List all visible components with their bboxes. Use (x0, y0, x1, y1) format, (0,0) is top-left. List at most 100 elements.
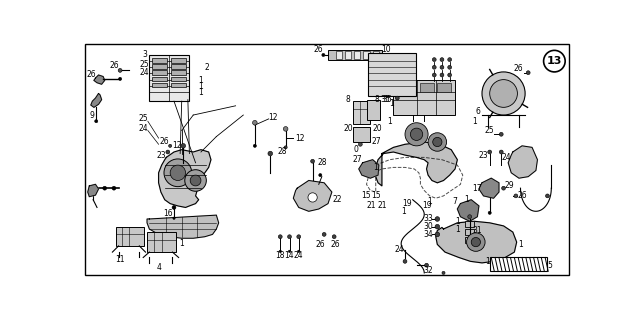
Circle shape (433, 73, 436, 77)
Bar (490, 257, 547, 271)
Circle shape (502, 186, 506, 190)
Text: 26: 26 (313, 45, 323, 54)
Text: 21: 21 (366, 201, 376, 210)
Text: 25: 25 (485, 126, 495, 135)
Text: 3: 3 (142, 50, 147, 60)
Text: 12: 12 (268, 113, 277, 122)
Bar (368, 54, 416, 96)
Polygon shape (479, 178, 499, 198)
Circle shape (112, 186, 116, 190)
Text: 1: 1 (387, 117, 392, 126)
Circle shape (545, 194, 549, 198)
Polygon shape (508, 146, 538, 178)
Text: 1: 1 (455, 224, 460, 234)
Circle shape (287, 235, 291, 239)
Text: 26: 26 (513, 64, 523, 73)
Text: 28: 28 (317, 158, 326, 167)
Text: 31: 31 (472, 226, 482, 235)
Circle shape (410, 128, 422, 140)
Text: 15: 15 (362, 191, 371, 200)
Polygon shape (376, 142, 458, 186)
Text: 7: 7 (452, 197, 457, 206)
Circle shape (185, 170, 206, 191)
Bar (152, 83, 167, 87)
Bar (171, 83, 186, 87)
Circle shape (310, 159, 314, 163)
Bar (437, 83, 451, 92)
Circle shape (166, 150, 170, 154)
Bar (171, 76, 186, 81)
Circle shape (279, 250, 282, 252)
Text: 8: 8 (346, 95, 350, 104)
Polygon shape (147, 215, 219, 238)
Text: 19: 19 (422, 201, 431, 210)
Bar (353, 101, 369, 124)
Circle shape (526, 71, 530, 74)
Circle shape (448, 58, 452, 61)
Text: 1: 1 (518, 240, 523, 249)
Polygon shape (458, 200, 479, 221)
Bar (465, 229, 474, 235)
Text: 20: 20 (372, 124, 382, 133)
Text: 34: 34 (423, 230, 433, 239)
Text: 35: 35 (380, 95, 390, 104)
Text: 26: 26 (159, 138, 169, 146)
Text: 19: 19 (402, 199, 412, 208)
Bar (372, 51, 379, 59)
Circle shape (322, 232, 326, 236)
Circle shape (170, 165, 186, 180)
Bar (152, 64, 167, 69)
Circle shape (471, 237, 481, 247)
Bar (465, 221, 474, 228)
Text: 22: 22 (333, 195, 342, 204)
Circle shape (284, 146, 287, 149)
Circle shape (433, 65, 436, 69)
Bar (171, 70, 186, 75)
Circle shape (332, 235, 336, 239)
Circle shape (190, 175, 201, 186)
Text: 17: 17 (472, 184, 482, 193)
Text: 16: 16 (163, 209, 173, 218)
Circle shape (405, 123, 428, 146)
Text: 1: 1 (485, 257, 490, 266)
Text: 4: 4 (156, 263, 161, 272)
Text: 26: 26 (518, 191, 527, 200)
Bar (353, 126, 369, 142)
Text: 1: 1 (179, 239, 184, 248)
Polygon shape (436, 221, 516, 263)
Text: 15: 15 (371, 191, 381, 200)
Text: 28: 28 (277, 147, 287, 157)
Bar (394, 81, 455, 115)
Text: 0: 0 (353, 145, 358, 154)
Polygon shape (94, 75, 105, 84)
Circle shape (173, 217, 175, 219)
Circle shape (164, 159, 192, 187)
Circle shape (284, 126, 288, 131)
Text: 5: 5 (547, 261, 552, 270)
Polygon shape (159, 150, 211, 207)
Polygon shape (359, 160, 379, 178)
Text: 1: 1 (464, 195, 469, 204)
Circle shape (118, 68, 122, 72)
Circle shape (488, 211, 492, 214)
Text: 1: 1 (472, 117, 477, 126)
Text: 27: 27 (372, 138, 381, 146)
Circle shape (95, 120, 98, 123)
Circle shape (433, 137, 442, 146)
Circle shape (403, 259, 407, 263)
Text: 1: 1 (373, 163, 378, 172)
Bar (354, 51, 360, 59)
Text: 30: 30 (423, 222, 433, 231)
Text: 35: 35 (383, 95, 392, 104)
Bar (420, 83, 435, 92)
Polygon shape (293, 180, 332, 211)
Circle shape (490, 80, 517, 107)
Circle shape (448, 73, 452, 77)
Text: 2: 2 (205, 63, 209, 72)
Circle shape (278, 235, 282, 239)
Circle shape (440, 65, 444, 69)
Text: 24: 24 (394, 245, 404, 254)
Circle shape (428, 133, 447, 151)
Bar (399, 83, 413, 92)
Circle shape (433, 58, 436, 61)
